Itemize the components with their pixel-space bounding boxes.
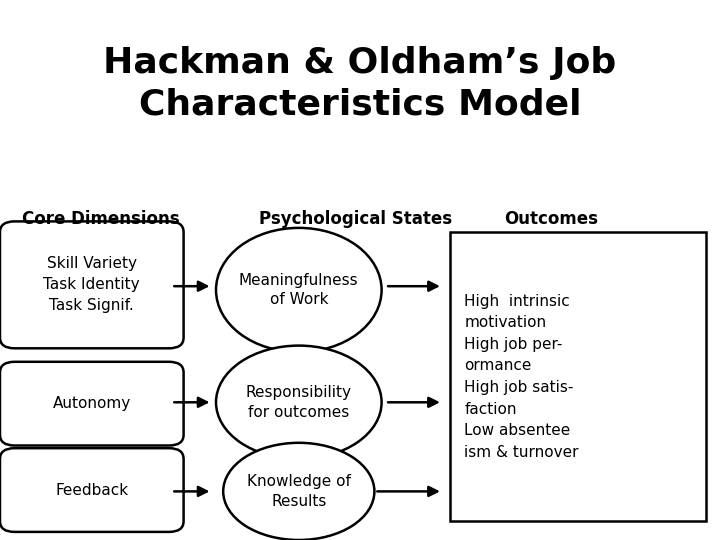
Ellipse shape [216, 346, 382, 459]
FancyBboxPatch shape [0, 221, 184, 348]
Text: Hackman & Oldham’s Job
Characteristics Model: Hackman & Oldham’s Job Characteristics M… [104, 46, 616, 121]
Text: Outcomes: Outcomes [504, 210, 598, 228]
Text: Psychological States: Psychological States [259, 210, 452, 228]
Text: Knowledge of
Results: Knowledge of Results [247, 474, 351, 509]
Text: Core Dimensions: Core Dimensions [22, 210, 179, 228]
Ellipse shape [223, 443, 374, 540]
FancyBboxPatch shape [450, 232, 706, 521]
Text: Responsibility
for outcomes: Responsibility for outcomes [246, 385, 352, 420]
Text: High  intrinsic
motivation
High job per-
ormance
High job satis-
faction
Low abs: High intrinsic motivation High job per- … [464, 294, 579, 460]
Ellipse shape [216, 228, 382, 352]
Text: Feedback: Feedback [55, 483, 128, 497]
Text: Skill Variety
Task Identity
Task Signif.: Skill Variety Task Identity Task Signif. [43, 256, 140, 313]
Text: Autonomy: Autonomy [53, 396, 131, 411]
FancyBboxPatch shape [0, 448, 184, 532]
FancyBboxPatch shape [0, 362, 184, 446]
Text: Meaningfulness
of Work: Meaningfulness of Work [239, 273, 359, 307]
